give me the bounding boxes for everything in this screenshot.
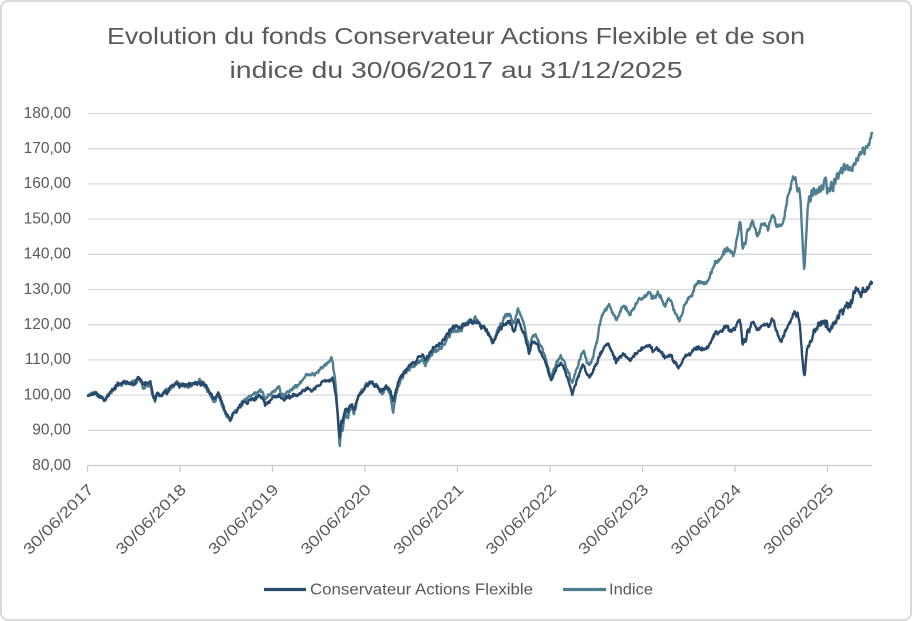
svg-text:170,00: 170,00: [24, 140, 72, 157]
svg-text:Indice: Indice: [609, 582, 653, 599]
svg-text:120,00: 120,00: [24, 316, 72, 333]
svg-text:Evolution du fonds Conservateu: Evolution du fonds Conservateur Actions …: [107, 23, 805, 49]
svg-text:140,00: 140,00: [24, 246, 72, 263]
svg-text:100,00: 100,00: [24, 386, 72, 403]
svg-text:110,00: 110,00: [25, 351, 72, 368]
svg-text:150,00: 150,00: [24, 210, 72, 227]
svg-text:130,00: 130,00: [24, 281, 72, 298]
svg-text:80,00: 80,00: [32, 457, 71, 474]
svg-text:Conservateur Actions Flexible: Conservateur Actions Flexible: [310, 582, 533, 599]
svg-text:180,00: 180,00: [24, 105, 72, 122]
svg-text:indice du 30/06/2017 au 31/12/: indice du 30/06/2017 au 31/12/2025: [230, 57, 683, 83]
svg-text:90,00: 90,00: [32, 422, 71, 439]
svg-text:160,00: 160,00: [24, 175, 72, 192]
